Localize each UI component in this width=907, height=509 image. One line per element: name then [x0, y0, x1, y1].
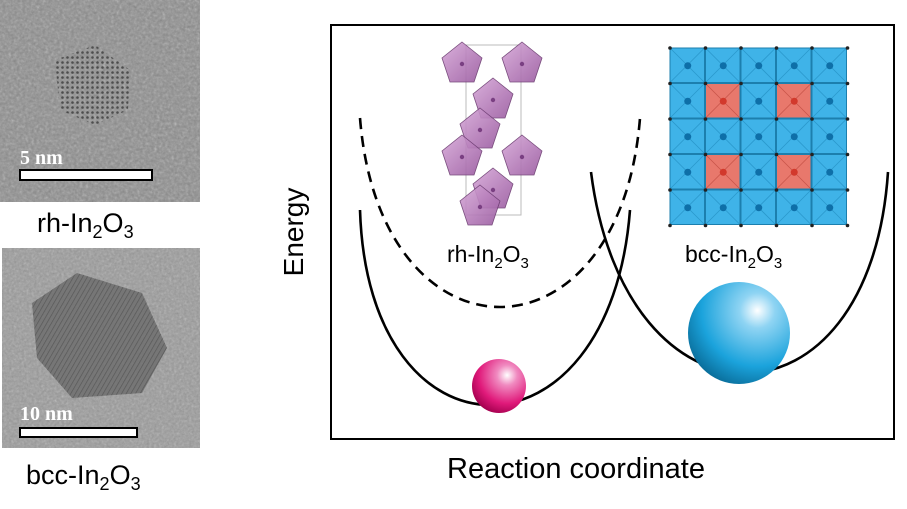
bcc-atom [826, 62, 834, 70]
caption-bcc: bcc-In2O3 [26, 460, 141, 494]
caption-rh: rh-In2O3 [37, 208, 134, 242]
bcc-vertex [774, 46, 779, 50]
bcc-atom [684, 97, 692, 105]
bcc-crystal-structure [668, 46, 850, 228]
bcc-vertex [845, 81, 850, 86]
bcc-atom [719, 62, 727, 70]
bcc-atom [790, 204, 798, 212]
bcc-atom [755, 168, 763, 176]
bcc-vertex [703, 117, 708, 121]
bcc-atom [790, 97, 798, 105]
energy-curve-dashed [358, 117, 642, 309]
rh-atom [490, 97, 496, 103]
scale-bar-label: 10 nm [20, 403, 73, 425]
bcc-vertex [810, 223, 814, 228]
bcc-phase-label: bcc-In2O3 [685, 241, 782, 272]
bcc-vertex [739, 81, 743, 86]
bcc-vertex [668, 81, 672, 86]
rh-atom [519, 61, 525, 67]
tem-image-bcc: 10 nm [2, 248, 200, 448]
bcc-atom [790, 62, 798, 70]
bcc-atom [719, 97, 727, 105]
bcc-vertex [774, 81, 779, 86]
bcc-atom [826, 133, 834, 141]
bcc-vertex [810, 46, 814, 50]
y-axis-label: Energy [278, 188, 309, 277]
scale-bar-label: 5 nm [20, 147, 63, 169]
bcc-atom [684, 168, 692, 176]
rh-atom [519, 154, 525, 160]
bcc-vertex [668, 117, 672, 121]
bcc-vertex [668, 152, 672, 157]
bcc-vertex [739, 188, 743, 192]
x-axis-label: Reaction coordinate [447, 453, 705, 485]
bcc-vertex [703, 188, 708, 192]
bcc-vertex [774, 152, 779, 157]
bcc-vertex [810, 117, 814, 121]
bcc-vertex [703, 46, 708, 50]
bcc-vertex [845, 152, 850, 157]
tem-image-rh: 5 nm [0, 0, 200, 202]
bcc-atom [790, 133, 798, 141]
bcc-vertex [810, 81, 814, 86]
bcc-vertex [845, 188, 850, 192]
bcc-vertex [739, 46, 743, 50]
bcc-vertex [845, 46, 850, 50]
bcc-vertex [668, 46, 672, 50]
bcc-atom [826, 204, 834, 212]
bcc-atom [755, 204, 763, 212]
bcc-atom [719, 168, 727, 176]
bcc-vertex [845, 223, 850, 228]
bcc-atom [719, 204, 727, 212]
bcc-vertex [703, 152, 708, 157]
bcc-vertex [774, 223, 779, 228]
rh-crystal-structure [441, 41, 543, 226]
bcc-atom [755, 62, 763, 70]
bcc-vertex [703, 223, 708, 228]
rh-sphere [472, 359, 526, 413]
bcc-vertex [845, 117, 850, 121]
bcc-vertex [739, 117, 743, 121]
bcc-vertex [810, 152, 814, 157]
rh-atom [477, 127, 483, 133]
bcc-atom [826, 168, 834, 176]
bcc-atom [684, 133, 692, 141]
diagram-frame [330, 24, 895, 440]
bcc-vertex [739, 152, 743, 157]
rh-phase-label: rh-In2O3 [447, 241, 529, 272]
bcc-vertex [668, 188, 672, 192]
bcc-atom [684, 204, 692, 212]
bcc-vertex [739, 223, 743, 228]
rh-atom [477, 204, 483, 210]
bcc-atom [719, 133, 727, 141]
scale-bar [19, 427, 138, 438]
nanoparticle-rh [55, 45, 130, 125]
bcc-vertex [774, 188, 779, 192]
bcc-atom [684, 62, 692, 70]
bcc-vertex [774, 117, 779, 121]
bcc-atom [826, 97, 834, 105]
bcc-vertex [703, 81, 708, 86]
bcc-vertex [810, 188, 814, 192]
rh-atom [459, 61, 465, 67]
rh-atom [490, 187, 496, 193]
bcc-vertex [668, 223, 672, 228]
bcc-sphere [688, 282, 790, 384]
bcc-atom [755, 97, 763, 105]
bcc-atom [790, 168, 798, 176]
bcc-atom [755, 133, 763, 141]
scale-bar [19, 169, 153, 181]
rh-atom [459, 154, 465, 160]
